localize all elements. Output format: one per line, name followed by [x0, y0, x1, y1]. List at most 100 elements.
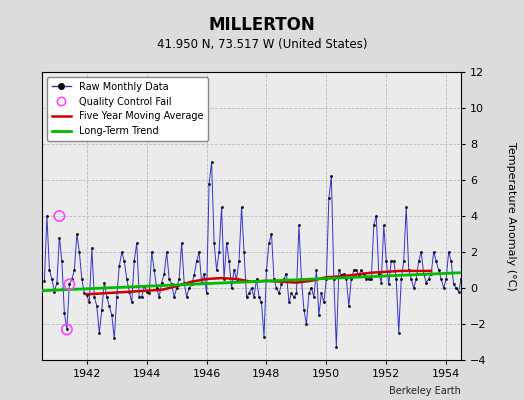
Point [127, 299, 136, 306]
Point [50, 288, 59, 295]
Point [100, 279, 108, 286]
Point [292, 290, 301, 297]
Point [88, 245, 96, 252]
Point [405, 267, 413, 273]
Point [205, 180, 213, 187]
Point [110, 335, 118, 342]
Point [107, 312, 116, 318]
Point [387, 258, 396, 264]
Point [45, 267, 53, 273]
Point [135, 294, 144, 300]
Point [58, 258, 66, 264]
Point [342, 276, 351, 282]
Point [330, 276, 338, 282]
Point [392, 276, 400, 282]
Point [377, 279, 386, 286]
Point [247, 285, 256, 291]
Point [410, 285, 418, 291]
Point [220, 276, 228, 282]
Point [372, 213, 380, 219]
Point [265, 240, 273, 246]
Point [242, 294, 250, 300]
Point [120, 258, 128, 264]
Point [63, 326, 71, 333]
Point [93, 303, 101, 309]
Point [202, 290, 211, 297]
Point [294, 222, 303, 228]
Legend: Raw Monthly Data, Quality Control Fail, Five Year Moving Average, Long-Term Tren: Raw Monthly Data, Quality Control Fail, … [47, 77, 208, 141]
Point [367, 276, 376, 282]
Point [282, 270, 291, 277]
Point [375, 270, 383, 277]
Point [63, 326, 71, 333]
Point [255, 294, 263, 300]
Point [412, 276, 420, 282]
Point [222, 240, 231, 246]
Point [195, 249, 203, 255]
Point [275, 290, 283, 297]
Point [148, 249, 156, 255]
Point [65, 281, 73, 288]
Point [240, 249, 248, 255]
Point [198, 279, 206, 286]
Point [362, 276, 370, 282]
Point [432, 258, 440, 264]
Point [208, 159, 216, 165]
Point [125, 288, 134, 295]
Point [430, 249, 438, 255]
Point [55, 234, 63, 241]
Point [235, 258, 243, 264]
Point [395, 330, 403, 336]
Point [337, 272, 345, 278]
Point [369, 222, 378, 228]
Point [115, 263, 124, 270]
Point [53, 279, 61, 286]
Point [40, 278, 49, 284]
Point [178, 240, 186, 246]
Point [190, 272, 198, 278]
Point [245, 290, 253, 297]
Point [310, 294, 318, 300]
Point [277, 281, 286, 288]
Point [192, 258, 201, 264]
Text: Berkeley Earth: Berkeley Earth [389, 386, 461, 396]
Point [452, 285, 460, 291]
Point [365, 276, 373, 282]
Point [320, 299, 328, 306]
Point [352, 267, 361, 273]
Point [457, 276, 465, 282]
Point [232, 276, 241, 282]
Point [123, 276, 131, 282]
Point [143, 288, 151, 295]
Point [347, 276, 355, 282]
Point [422, 279, 430, 286]
Point [212, 267, 221, 273]
Point [105, 303, 114, 309]
Point [260, 334, 268, 340]
Point [168, 281, 176, 288]
Point [345, 303, 353, 309]
Point [217, 204, 226, 210]
Point [272, 285, 281, 291]
Point [322, 276, 331, 282]
Point [399, 258, 408, 264]
Point [175, 276, 183, 282]
Point [103, 294, 111, 300]
Point [70, 267, 79, 273]
Text: MILLERTON: MILLERTON [209, 16, 315, 34]
Point [150, 267, 158, 273]
Point [280, 276, 288, 282]
Point [162, 249, 171, 255]
Point [287, 290, 296, 297]
Point [227, 285, 236, 291]
Point [355, 272, 363, 278]
Point [133, 240, 141, 246]
Point [250, 294, 258, 300]
Point [402, 204, 410, 210]
Point [140, 283, 148, 290]
Point [317, 290, 325, 297]
Point [290, 294, 298, 300]
Point [332, 344, 341, 350]
Point [450, 281, 458, 288]
Point [165, 276, 173, 282]
